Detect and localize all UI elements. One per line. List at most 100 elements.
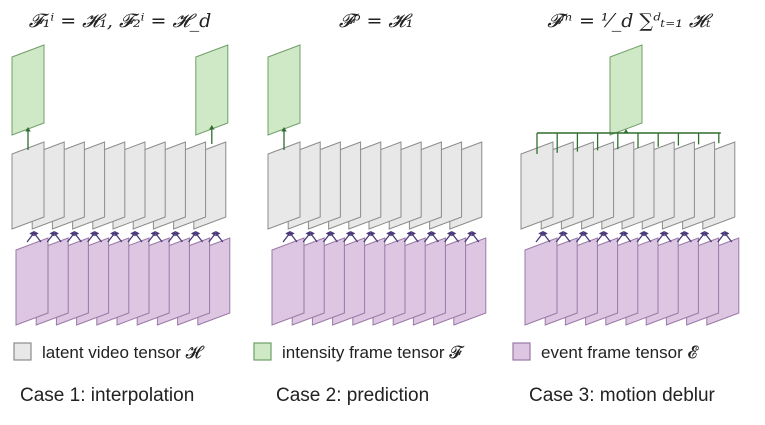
formula: 𝓕ᵐ = ¹⁄_d ∑ᵈₜ₌₁ 𝓗ₜ (547, 10, 714, 32)
case-panel-interpolation: 𝓕₁ⁱ = 𝓗₁, 𝓕₂ⁱ = 𝓗_d Case 1: interpolation (11, 10, 231, 406)
formula: 𝓕₁ⁱ = 𝓗₁, 𝓕₂ⁱ = 𝓗_d (29, 10, 212, 32)
event-arrowhead (563, 231, 568, 237)
event-arrowhead (724, 231, 730, 237)
intensity-output (536, 44, 721, 154)
event-arrowhead (623, 231, 629, 237)
latent-stack (267, 141, 483, 230)
event-arrowhead (135, 231, 140, 237)
event-stack (524, 237, 740, 326)
legend: latent video tensor 𝓗 intensity frame ten… (13, 342, 699, 362)
legend-item-latent: latent video tensor 𝓗 (13, 342, 205, 362)
output-arrowhead (209, 125, 215, 130)
event-arrowhead (195, 231, 201, 237)
event-arrowhead (345, 231, 351, 237)
event-arrowhead (170, 231, 176, 237)
event-arrowhead (114, 231, 120, 237)
event-arrowhead (619, 231, 624, 237)
event-arrowhead (350, 231, 356, 237)
latent-stack (520, 141, 736, 230)
event-arrowhead (426, 231, 432, 237)
event-arrowhead (411, 231, 416, 237)
intensity-output (267, 44, 301, 150)
event-arrowhead (310, 231, 315, 237)
event-arrowhead (155, 231, 160, 237)
event-arrowhead (558, 231, 564, 237)
event-arrowhead (471, 231, 477, 237)
event-arrowhead (325, 231, 331, 237)
event-arrowhead (659, 231, 665, 237)
output-arrowhead (281, 127, 287, 132)
event-arrowhead (130, 231, 135, 237)
latent-frame (11, 141, 45, 230)
legend-label: latent video tensor 𝓗 (42, 343, 205, 362)
intensity-output (11, 44, 229, 150)
event-arrowhead (538, 231, 543, 237)
event-arrowhead (704, 231, 710, 237)
case-panel-motion-deblur: 𝓕ᵐ = ¹⁄_d ∑ᵈₜ₌₁ 𝓗ₜ Case 3: motion deblur (520, 10, 740, 406)
event-arrowhead (386, 231, 391, 237)
event-arrowhead (446, 231, 452, 237)
legend-label: intensity frame tensor 𝓕 (282, 343, 465, 362)
event-arrowhead (74, 231, 80, 237)
event-arrowhead (175, 231, 181, 237)
event-frame (271, 237, 305, 326)
event-arrowhead (330, 231, 336, 237)
event-arrowhead (451, 231, 457, 237)
legend-swatch (253, 342, 272, 361)
latent-frame (267, 141, 301, 230)
intensity-frame (609, 44, 643, 136)
case-caption: Case 3: motion deblur (529, 385, 716, 406)
event-arrowhead (370, 231, 376, 237)
legend-item-intensity: intensity frame tensor 𝓕 (253, 342, 465, 362)
event-arrowhead (467, 231, 472, 237)
event-arrowhead (603, 231, 609, 237)
event-arrowhead (720, 231, 725, 237)
legend-swatch (13, 342, 32, 361)
event-arrowhead (598, 231, 604, 237)
event-arrowhead (89, 231, 95, 237)
legend-item-event: event frame tensor 𝓔 (512, 342, 699, 362)
event-arrowhead (679, 231, 685, 237)
event-arrowhead (290, 231, 295, 237)
event-to-latent-arrows (535, 231, 733, 243)
event-arrowhead (543, 231, 548, 237)
event-arrowhead (406, 231, 412, 237)
event-arrowhead (431, 231, 437, 237)
event-arrowhead (150, 231, 156, 237)
event-arrowhead (29, 231, 34, 237)
event-frame (15, 237, 49, 326)
latent-frame (520, 141, 554, 230)
event-arrowhead (644, 231, 649, 237)
output-arrowhead (623, 129, 629, 134)
event-arrowhead (285, 231, 290, 237)
event-arrowhead (578, 231, 584, 237)
event-arrowhead (391, 231, 396, 237)
legend-label: event frame tensor 𝓔 (541, 343, 699, 362)
event-arrowhead (664, 231, 669, 237)
output-arrowhead (25, 127, 31, 132)
event-arrowhead (305, 231, 311, 237)
event-arrowhead (190, 231, 196, 237)
event-arrowhead (639, 231, 644, 237)
event-arrowhead (49, 231, 55, 237)
event-arrowhead (211, 231, 216, 237)
event-stack (15, 237, 231, 326)
intensity-frame (267, 44, 301, 136)
formula: 𝓕ᵖ = 𝓗₁ (339, 10, 414, 32)
event-arrowhead (34, 231, 39, 237)
intensity-frame (11, 44, 45, 136)
event-arrowhead (110, 231, 115, 237)
case-caption: Case 1: interpolation (20, 385, 194, 406)
event-arrowhead (684, 231, 690, 237)
event-arrowhead (69, 231, 75, 237)
event-arrowhead (94, 231, 100, 237)
legend-swatch (512, 342, 531, 361)
event-arrowhead (54, 231, 59, 237)
event-frame (524, 237, 558, 326)
case-caption: Case 2: prediction (276, 385, 429, 406)
event-stack (271, 237, 487, 326)
event-arrowhead (215, 231, 221, 237)
intensity-frame (195, 44, 229, 136)
